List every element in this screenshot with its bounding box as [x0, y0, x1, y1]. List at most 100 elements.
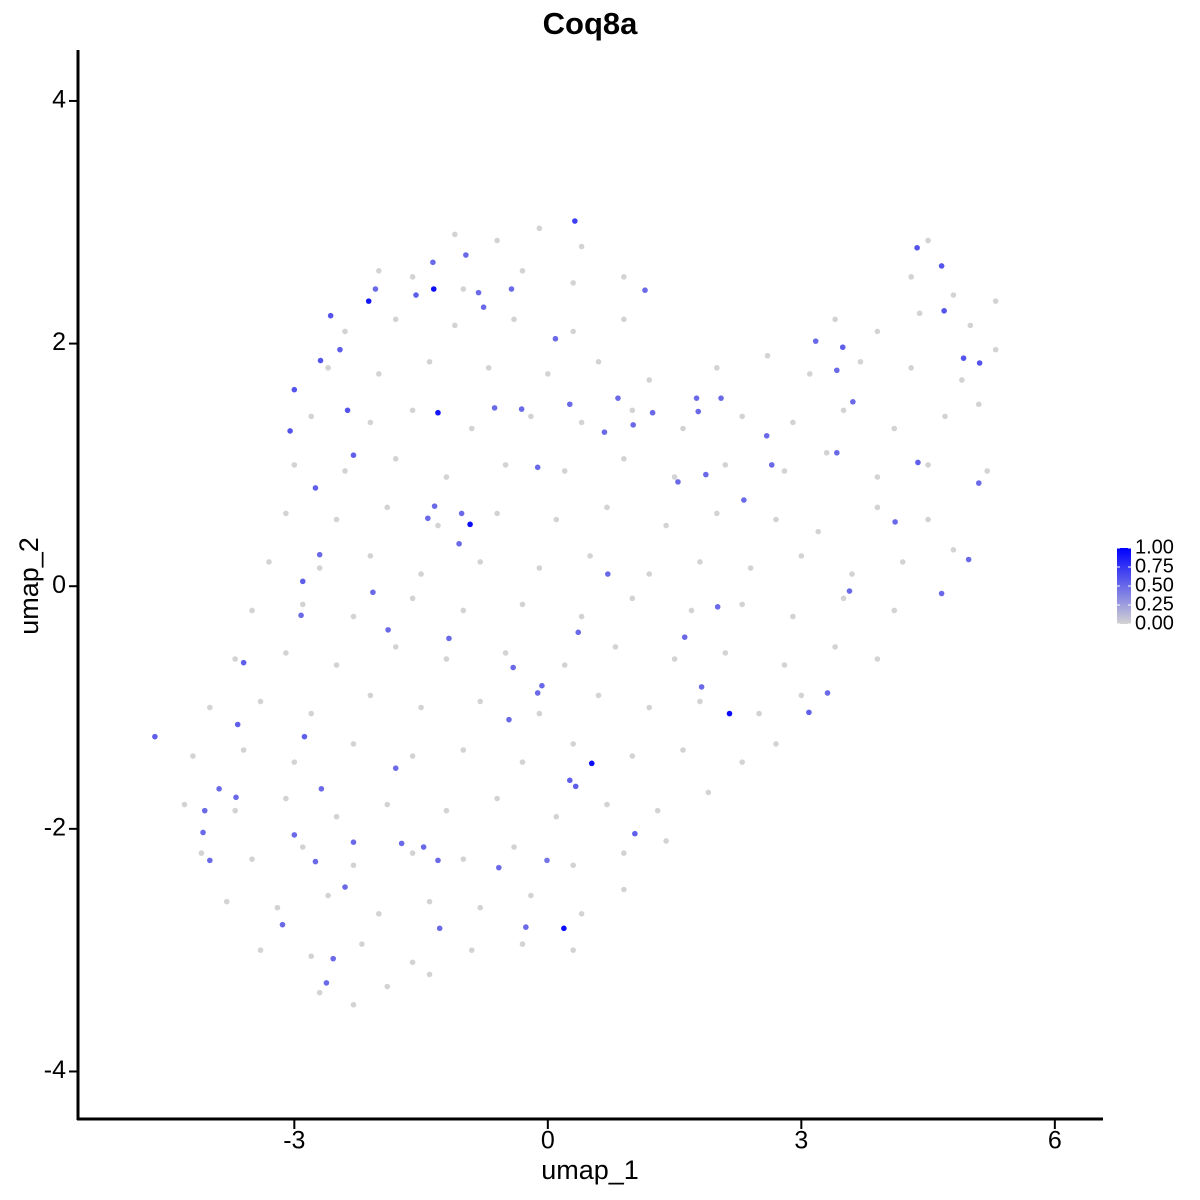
point	[330, 955, 336, 962]
point	[892, 519, 898, 525]
point	[283, 510, 289, 517]
point	[376, 371, 382, 377]
point	[409, 595, 416, 602]
point	[299, 601, 306, 608]
point	[992, 346, 999, 353]
x-axis-title: umap_1	[541, 1155, 639, 1185]
point	[316, 565, 323, 571]
point	[502, 650, 509, 656]
point	[494, 795, 500, 802]
point	[671, 656, 678, 662]
point	[832, 644, 838, 650]
point	[452, 322, 458, 329]
point	[426, 971, 433, 978]
point	[646, 571, 653, 577]
point	[747, 565, 754, 571]
point	[629, 407, 636, 414]
point	[697, 559, 703, 565]
point	[274, 904, 281, 911]
point	[629, 753, 636, 759]
point	[545, 371, 551, 377]
point	[518, 406, 525, 412]
point	[190, 753, 196, 759]
point	[697, 698, 703, 705]
point	[201, 807, 208, 814]
point	[739, 601, 745, 608]
point	[570, 862, 576, 869]
point	[494, 237, 500, 244]
point	[575, 629, 582, 636]
point	[908, 365, 914, 371]
point	[435, 409, 441, 416]
point	[480, 304, 487, 310]
point	[714, 365, 720, 371]
point	[714, 604, 721, 610]
point	[680, 425, 686, 432]
point	[536, 225, 543, 232]
point	[223, 898, 230, 905]
point	[812, 338, 819, 344]
point	[350, 452, 357, 458]
point	[570, 328, 576, 335]
point	[675, 479, 681, 485]
point	[452, 231, 458, 238]
point	[621, 886, 627, 893]
point	[739, 413, 745, 420]
point	[534, 464, 541, 471]
point	[629, 595, 636, 602]
point	[612, 644, 619, 650]
point	[287, 428, 293, 434]
point	[240, 659, 247, 666]
point	[233, 794, 239, 801]
point	[508, 286, 515, 292]
point	[308, 710, 315, 717]
point	[398, 840, 405, 847]
point	[984, 468, 991, 474]
point	[976, 360, 983, 366]
point	[553, 813, 560, 820]
point	[426, 358, 433, 365]
point	[891, 607, 898, 614]
point	[325, 892, 331, 899]
point	[283, 795, 289, 802]
point	[621, 274, 627, 280]
point	[663, 838, 669, 844]
point	[249, 856, 255, 862]
point	[960, 355, 967, 361]
point	[646, 704, 653, 711]
point	[370, 589, 376, 596]
point	[367, 692, 374, 699]
point	[342, 884, 348, 890]
point	[536, 710, 543, 717]
point	[325, 365, 331, 371]
point	[570, 947, 576, 953]
point	[654, 807, 661, 814]
y-tick-label: 4	[52, 86, 66, 114]
point	[333, 813, 340, 820]
point	[392, 765, 399, 771]
point	[511, 316, 517, 323]
point	[477, 904, 484, 911]
point	[298, 612, 304, 619]
point	[823, 449, 830, 456]
point	[840, 595, 847, 602]
point	[763, 432, 770, 439]
point	[570, 741, 576, 747]
point	[703, 471, 709, 478]
point	[198, 850, 205, 856]
point	[714, 510, 720, 517]
point	[722, 650, 729, 656]
x-tick-label: 6	[1048, 1127, 1062, 1155]
point	[566, 401, 573, 408]
point	[693, 395, 700, 401]
point	[959, 377, 965, 383]
point	[891, 425, 898, 432]
point	[718, 395, 724, 401]
point	[376, 267, 382, 274]
point	[279, 921, 286, 928]
point	[649, 409, 656, 416]
point	[392, 316, 399, 323]
point	[914, 244, 920, 251]
point	[384, 983, 391, 990]
point	[534, 690, 541, 696]
